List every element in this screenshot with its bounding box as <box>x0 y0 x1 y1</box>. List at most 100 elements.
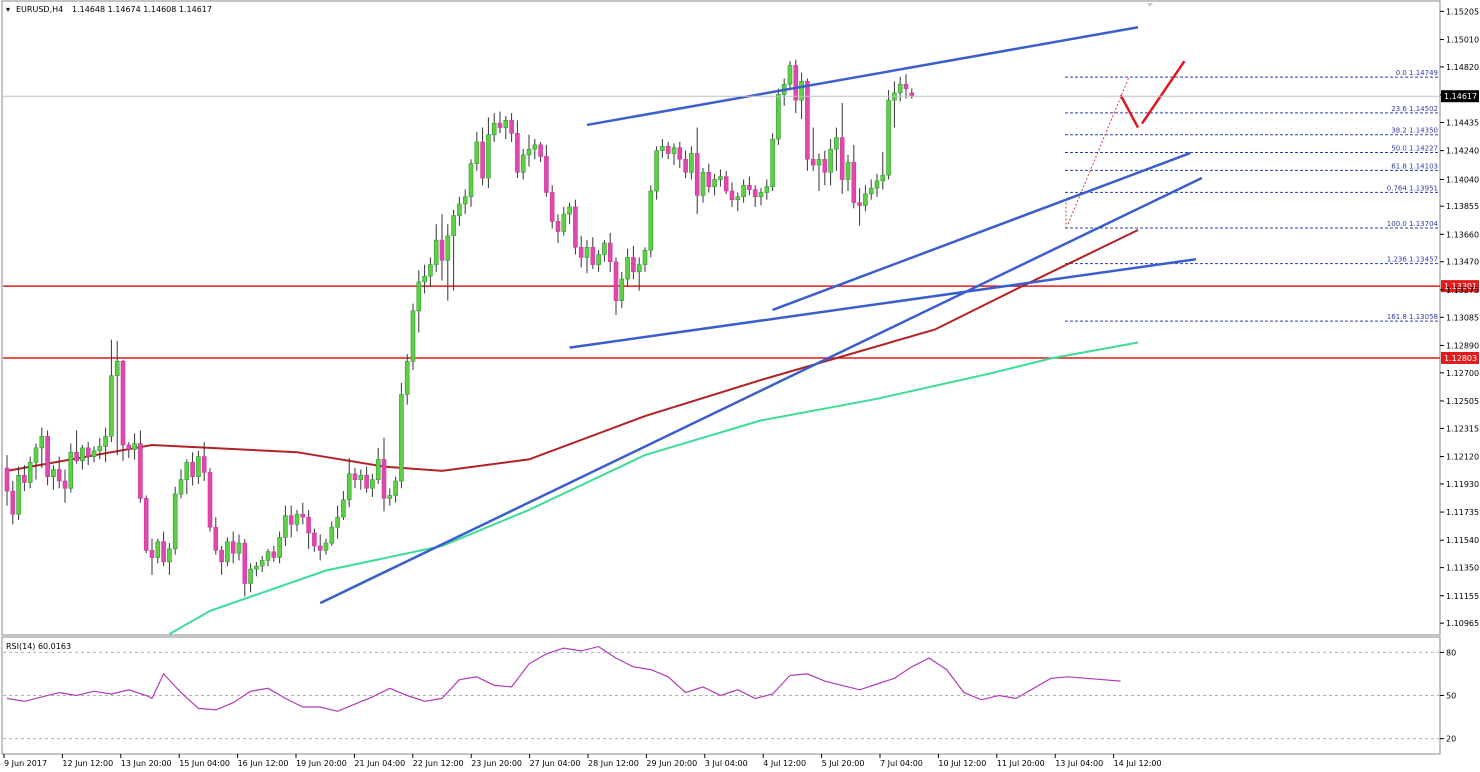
candle-body <box>172 493 178 550</box>
time-tick-label: 3 Jul 04:00 <box>705 759 748 768</box>
candle-body <box>288 515 294 525</box>
price-tick-label: 1.12505 <box>1446 397 1479 406</box>
time-tick-label: 10 Jul 12:00 <box>938 759 986 768</box>
candle-body <box>155 541 161 558</box>
candle-body <box>271 551 277 558</box>
candle-body <box>671 147 677 154</box>
candle-body <box>799 81 804 101</box>
candle-body <box>33 447 39 463</box>
candle-body <box>138 443 143 499</box>
candle-body <box>22 474 27 483</box>
candle-body <box>718 176 723 180</box>
candle-body <box>544 156 549 193</box>
trend-line[interactable] <box>586 26 1139 127</box>
price-tick-label: 1.13660 <box>1446 230 1479 239</box>
candle-body <box>520 154 526 173</box>
fib-level-label: 100.0 1.13704 <box>1387 220 1439 228</box>
candle-body <box>851 161 857 203</box>
candle-body <box>306 516 311 534</box>
rsi-indicator: 80 50 20 <box>3 645 1456 744</box>
candle-body <box>265 551 271 561</box>
time-tick-label: 11 Jul 20:00 <box>997 759 1045 768</box>
fib-swing-line <box>1067 76 1130 225</box>
price-tick-label: 1.10965 <box>1446 619 1479 628</box>
fibonacci-retracement: 0.0 1.14749 23.6 1.14502 38.2 1.14350 50.0 … <box>1065 69 1440 322</box>
candle-body <box>416 281 422 312</box>
trend-lines <box>319 26 1203 605</box>
level-price-label: 1.13301 <box>1444 282 1477 291</box>
time-tick-label: 16 Jun 12:00 <box>238 759 289 768</box>
rsi-title: RSI(14) 60.0163 <box>6 642 71 651</box>
time-tick-label: 28 Jun 12:00 <box>588 759 639 768</box>
candle-body <box>828 148 833 173</box>
candle-body <box>74 451 79 462</box>
candle-body <box>207 472 213 528</box>
time-tick-label: 19 Jun 20:00 <box>296 759 347 768</box>
candle-body <box>39 436 45 449</box>
time-tick-label: 4 Jul 12:00 <box>763 759 806 768</box>
candle-body <box>793 65 799 101</box>
candle-body <box>805 81 810 160</box>
candle-body <box>16 474 21 515</box>
candle-body <box>184 461 190 480</box>
price-tick-label: 1.13470 <box>1446 258 1479 267</box>
candle-body <box>474 141 480 164</box>
candle-body <box>770 138 775 187</box>
candle-body <box>532 144 538 150</box>
time-tick-label: 23 Jun 20:00 <box>471 759 522 768</box>
candle-body <box>509 120 514 134</box>
candle-body <box>874 180 880 189</box>
moving-average-line <box>6 229 1139 472</box>
candle-body <box>584 246 590 258</box>
candle-body <box>178 479 184 495</box>
candle-body <box>706 171 712 187</box>
price-tick-label: 1.14820 <box>1446 63 1479 72</box>
time-tick-label: 15 Jun 04:00 <box>179 759 230 768</box>
candle-body <box>642 249 648 265</box>
candle-body <box>341 499 346 518</box>
candle-body <box>161 541 166 563</box>
candlesticks <box>4 59 915 597</box>
candle-body <box>335 516 340 528</box>
candle-body <box>868 187 874 195</box>
level-price-badge <box>1441 280 1479 293</box>
candle-body <box>283 515 288 538</box>
candle-body <box>445 235 451 261</box>
candle-body <box>857 202 862 206</box>
time-tick-label: 13 Jul 04:00 <box>1055 759 1103 768</box>
chart-shift-marker[interactable] <box>1147 3 1153 7</box>
candle-body <box>254 565 259 570</box>
candle-body <box>352 473 358 480</box>
candle-body <box>167 548 172 563</box>
trend-line[interactable] <box>569 258 1197 349</box>
candle-body <box>410 310 416 362</box>
rsi-tick-label: 20 <box>1446 735 1456 744</box>
trend-line[interactable] <box>772 151 1191 312</box>
price-tick-label: 1.14435 <box>1446 118 1479 127</box>
trend-line[interactable] <box>319 176 1203 605</box>
chart-header-icon[interactable]: ▾ <box>6 5 10 14</box>
candle-body <box>468 163 474 198</box>
fib-level-label: 50.0 1.14227 <box>1391 144 1438 152</box>
candle-body <box>370 479 375 489</box>
price-tick-label: 1.13855 <box>1446 202 1479 211</box>
current-price-badge <box>1441 90 1479 103</box>
candle-body <box>694 153 700 196</box>
candle-body <box>294 513 300 525</box>
candle-body <box>723 176 729 192</box>
candle-body <box>190 461 195 478</box>
candle-body <box>236 542 242 554</box>
ohlc-header: 1.14648 1.14674 1.14608 1.14617 <box>72 5 212 14</box>
price-tick-label: 1.14040 <box>1446 175 1479 184</box>
candle-body <box>619 278 625 301</box>
candle-body <box>387 495 393 499</box>
candle-body <box>213 526 219 551</box>
candle-body <box>607 242 613 263</box>
candle-body <box>578 246 584 258</box>
time-tick-label: 13 Jun 20:00 <box>121 759 172 768</box>
price-tick-label: 1.11930 <box>1446 480 1479 489</box>
candle-body <box>51 469 56 478</box>
candle-body <box>346 473 352 501</box>
candle-body <box>196 456 201 478</box>
candle-body <box>538 144 543 157</box>
